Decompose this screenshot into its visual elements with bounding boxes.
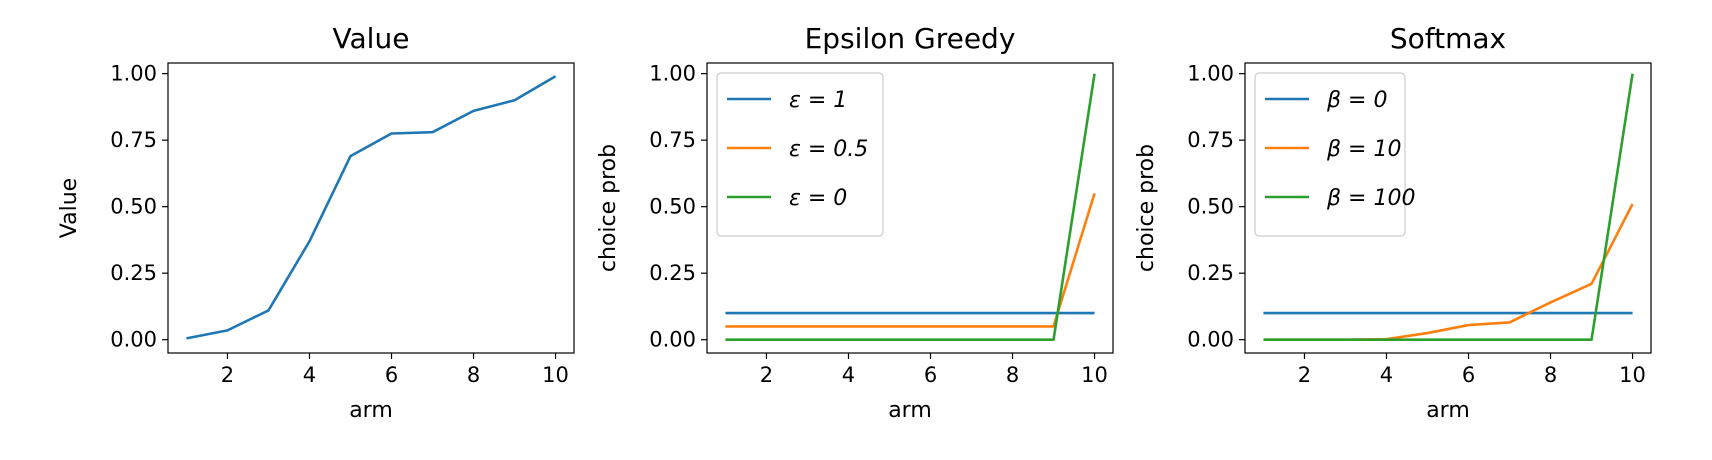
chart-title: Value xyxy=(333,22,410,55)
x-tick-label: 4 xyxy=(842,363,855,387)
subplot-1: Value 2 4 6 8 10 0.00 0.25 0.50 0.75 1.00 arm Value xyxy=(57,22,575,423)
x-tick-label: 2 xyxy=(760,363,773,387)
y-tick-label: 0.75 xyxy=(1187,128,1234,152)
x-tick-label: 2 xyxy=(221,363,234,387)
legend-label: β = 100 xyxy=(1326,186,1415,211)
y-axis-label: Value xyxy=(57,178,82,238)
y-tick-label: 0.00 xyxy=(1187,328,1234,352)
y-tick-label: 0.25 xyxy=(649,261,696,285)
x-tick-label: 6 xyxy=(924,363,937,387)
series-line-2 xyxy=(725,192,1096,328)
x-axis-label: arm xyxy=(1426,398,1470,423)
y-tick-label: 1.00 xyxy=(1187,62,1234,86)
x-tick-label: 10 xyxy=(542,363,569,387)
axes-frame xyxy=(706,62,1114,354)
legend: ε = 1 ε = 0.5 ε = 0 xyxy=(716,72,884,237)
x-tick-label: 4 xyxy=(303,363,316,387)
axes-frame xyxy=(1244,62,1652,354)
y-tick-label: 0.75 xyxy=(110,128,157,152)
legend-box xyxy=(716,72,884,237)
x-tick-label: 6 xyxy=(1462,363,1475,387)
series-line-3 xyxy=(725,73,1096,342)
legend-label: ε = 0 xyxy=(789,186,847,211)
x-axis-label: arm xyxy=(888,398,932,423)
x-axis-label: arm xyxy=(349,398,393,423)
legend: β = 0 β = 10 β = 100 xyxy=(1254,72,1415,237)
x-tick-label: 4 xyxy=(1380,363,1393,387)
subplot-2: Epsilon Greedy 2 4 6 8 10 0.00 0.25 0.50 0.75 1.00… xyxy=(596,22,1114,423)
legend-box xyxy=(1254,72,1406,237)
y-tick-label: 0.75 xyxy=(649,128,696,152)
x-tick-label: 2 xyxy=(1298,363,1311,387)
x-tick-label: 10 xyxy=(1619,363,1646,387)
y-tick-label: 0.50 xyxy=(1187,195,1234,219)
axes-frame xyxy=(167,62,575,354)
chart-title: Softmax xyxy=(1390,22,1506,55)
legend-label: ε = 1 xyxy=(789,88,847,113)
y-tick-label: 0.50 xyxy=(110,195,157,219)
x-tick-label: 10 xyxy=(1081,363,1108,387)
y-tick-label: 1.00 xyxy=(649,62,696,86)
y-tick-label: 0.00 xyxy=(110,328,157,352)
series-line-3 xyxy=(1263,73,1634,342)
x-tick-label: 8 xyxy=(467,363,480,387)
x-tick-label: 8 xyxy=(1544,363,1557,387)
legend-label: β = 10 xyxy=(1326,137,1401,162)
legend-label: β = 0 xyxy=(1326,88,1387,113)
chart-title: Epsilon Greedy xyxy=(805,22,1016,55)
subplot-3: Softmax 2 4 6 8 10 0.00 0.25 0.50 0.75 1.00 arm choi… xyxy=(1134,22,1652,423)
y-tick-label: 0.50 xyxy=(649,195,696,219)
y-axis-label: choice prob xyxy=(596,144,621,272)
y-tick-label: 0.25 xyxy=(110,261,157,285)
y-axis-label: choice prob xyxy=(1134,144,1159,272)
x-tick-label: 6 xyxy=(385,363,398,387)
series-line-1 xyxy=(186,75,557,340)
y-tick-label: 0.00 xyxy=(649,328,696,352)
x-tick-label: 8 xyxy=(1006,363,1019,387)
legend-label: ε = 0.5 xyxy=(789,137,868,162)
y-tick-label: 1.00 xyxy=(110,62,157,86)
y-tick-label: 0.25 xyxy=(1187,261,1234,285)
